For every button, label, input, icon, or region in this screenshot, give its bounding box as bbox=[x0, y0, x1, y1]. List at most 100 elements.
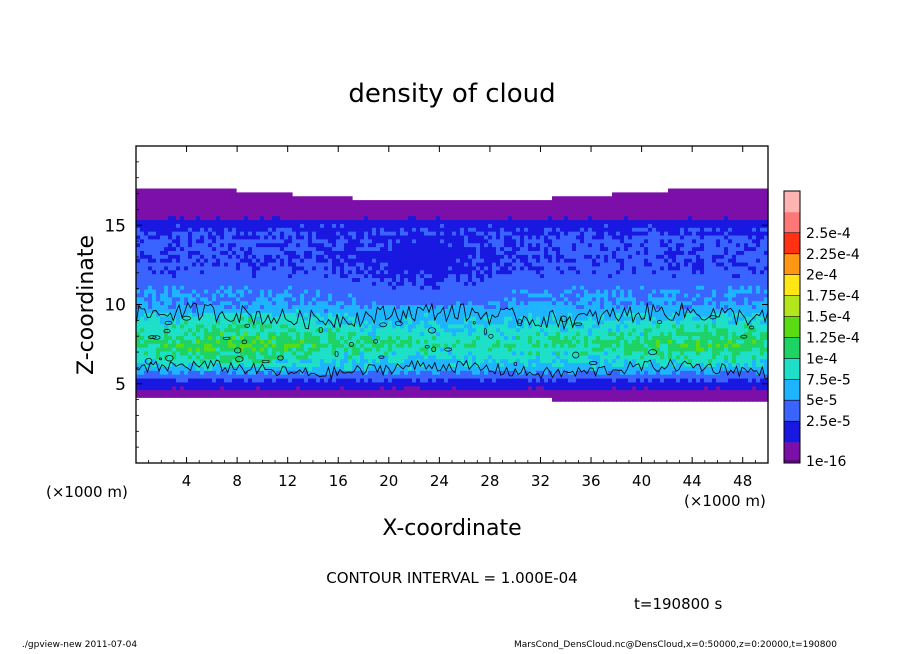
heatmap-cell bbox=[632, 354, 637, 360]
heatmap-cell bbox=[504, 316, 509, 321]
heatmap-cell bbox=[284, 308, 289, 313]
heatmap-cell bbox=[460, 350, 465, 356]
heatmap-cell bbox=[704, 385, 709, 391]
heatmap-cell bbox=[404, 362, 409, 367]
heatmap-cell bbox=[348, 381, 353, 387]
heatmap-cell bbox=[716, 312, 721, 317]
heatmap-cell bbox=[352, 335, 357, 340]
heatmap-cell bbox=[624, 343, 629, 348]
heatmap-cell bbox=[444, 350, 449, 356]
heatmap-cell bbox=[476, 335, 481, 340]
heatmap-cell bbox=[280, 312, 285, 317]
heatmap-cell bbox=[284, 296, 289, 302]
heatmap-cell bbox=[416, 339, 421, 344]
heatmap-cell bbox=[464, 292, 469, 298]
heatmap-cell bbox=[408, 327, 413, 333]
heatmap-cell bbox=[280, 331, 285, 337]
heatmap-cell bbox=[396, 389, 401, 395]
heatmap-cell bbox=[228, 339, 233, 344]
heatmap-cell bbox=[456, 366, 461, 371]
heatmap-cell bbox=[332, 350, 337, 356]
heatmap-cell bbox=[696, 323, 701, 329]
heatmap-cell bbox=[564, 362, 569, 367]
heatmap-cell bbox=[520, 331, 525, 337]
heatmap-cell bbox=[604, 358, 609, 364]
heatmap-cell bbox=[592, 331, 597, 337]
heatmap-cell bbox=[696, 335, 701, 340]
heatmap-cell bbox=[552, 381, 557, 387]
heatmap-cell bbox=[664, 316, 669, 321]
heatmap-cell bbox=[372, 285, 377, 290]
heatmap-cell bbox=[732, 350, 737, 356]
heatmap-cell bbox=[160, 308, 165, 313]
heatmap-cell bbox=[216, 347, 221, 352]
heatmap-cell bbox=[536, 289, 541, 294]
heatmap-cell bbox=[656, 374, 661, 379]
heatmap-cell bbox=[284, 381, 289, 387]
heatmap-cell bbox=[700, 327, 705, 333]
heatmap-cell bbox=[192, 308, 197, 313]
heatmap-cell bbox=[708, 323, 713, 329]
heatmap-cell bbox=[140, 366, 145, 371]
heatmap-cell bbox=[272, 335, 277, 340]
heatmap-cell bbox=[640, 312, 645, 317]
heatmap-cell bbox=[584, 300, 589, 306]
heatmap-cell bbox=[500, 339, 505, 344]
heatmap-cell bbox=[352, 308, 357, 313]
heatmap-cell bbox=[412, 389, 417, 395]
heatmap-cell bbox=[576, 319, 581, 325]
heatmap-cell bbox=[276, 296, 281, 302]
heatmap-cell bbox=[492, 300, 497, 306]
heatmap-cell bbox=[472, 389, 477, 395]
heatmap-cell bbox=[504, 362, 509, 367]
heatmap-cell bbox=[136, 377, 141, 383]
heatmap-cell bbox=[460, 366, 465, 371]
heatmap-cell bbox=[568, 343, 573, 348]
heatmap-cell bbox=[604, 316, 609, 321]
heatmap-cell bbox=[148, 327, 153, 333]
heatmap-cell bbox=[504, 277, 509, 282]
heatmap-cell bbox=[752, 374, 757, 379]
heatmap-cell bbox=[584, 358, 589, 364]
heatmap-cell bbox=[520, 300, 525, 306]
heatmap-cell bbox=[740, 281, 745, 286]
heatmap-cell bbox=[168, 374, 173, 379]
heatmap-cell bbox=[244, 327, 249, 333]
heatmap-cell bbox=[392, 343, 397, 348]
heatmap-cell bbox=[340, 374, 345, 379]
heatmap-cell bbox=[192, 385, 197, 391]
heatmap-cell bbox=[144, 277, 149, 282]
heatmap-cell bbox=[540, 389, 545, 395]
heatmap-cell bbox=[720, 362, 725, 367]
heatmap-cell bbox=[496, 277, 501, 282]
heatmap-cell bbox=[216, 370, 221, 375]
heatmap-cell bbox=[668, 335, 673, 340]
heatmap-cell bbox=[632, 292, 637, 298]
heatmap-cell bbox=[644, 397, 649, 402]
heatmap-cell bbox=[708, 304, 713, 309]
heatmap-cell bbox=[448, 393, 453, 398]
heatmap-cell bbox=[448, 366, 453, 371]
heatmap-cell bbox=[752, 296, 757, 302]
heatmap-cell bbox=[488, 312, 493, 317]
heatmap-cell bbox=[380, 312, 385, 317]
heatmap-cell bbox=[528, 331, 533, 337]
heatmap-cell bbox=[724, 296, 729, 302]
heatmap-cell bbox=[452, 343, 457, 348]
heatmap-cell bbox=[188, 366, 193, 371]
heatmap-cell bbox=[384, 370, 389, 375]
heatmap-cell bbox=[276, 308, 281, 313]
heatmap-cell bbox=[240, 308, 245, 313]
heatmap-cell bbox=[656, 300, 661, 306]
heatmap-cell bbox=[748, 381, 753, 387]
heatmap-cell bbox=[488, 300, 493, 306]
heatmap-cell bbox=[308, 323, 313, 329]
heatmap-cell bbox=[752, 358, 757, 364]
heatmap-cell bbox=[624, 281, 629, 286]
heatmap-cell bbox=[356, 331, 361, 337]
heatmap-cell bbox=[512, 370, 517, 375]
heatmap-cell bbox=[684, 354, 689, 360]
heatmap-cell bbox=[728, 366, 733, 371]
heatmap-cell bbox=[360, 354, 365, 360]
heatmap-cell bbox=[476, 377, 481, 383]
